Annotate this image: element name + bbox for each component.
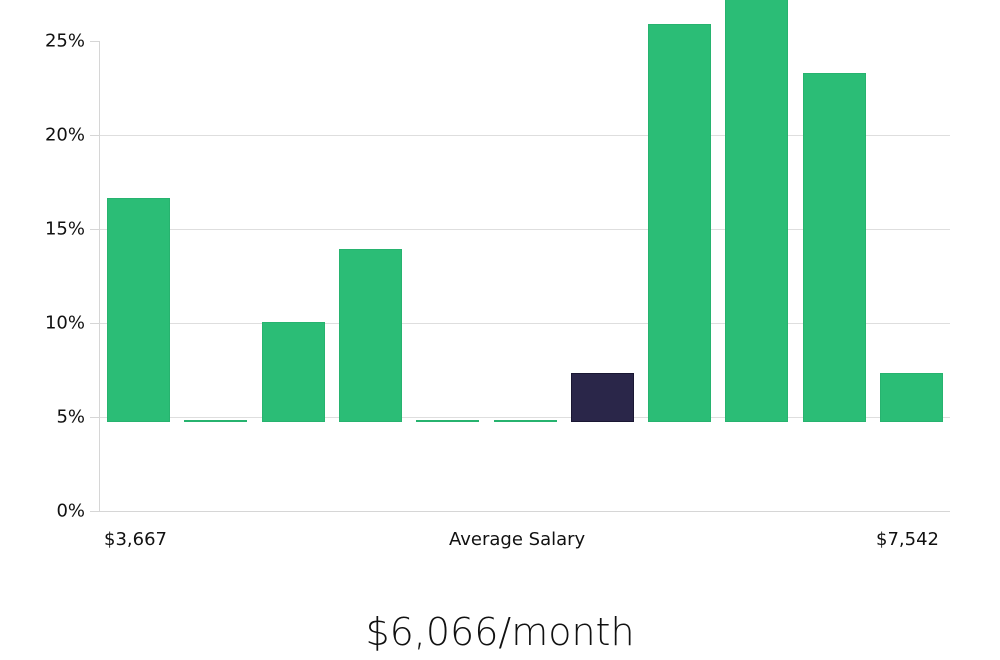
gridline-10	[100, 323, 950, 324]
bar	[416, 420, 480, 422]
gridline-5	[100, 417, 950, 418]
bar	[261, 322, 325, 422]
bar-highlighted	[570, 373, 634, 422]
bar	[648, 24, 712, 422]
y-tick-mark	[90, 323, 100, 324]
bar	[880, 373, 943, 422]
y-tick-mark	[90, 229, 100, 230]
bar	[338, 248, 402, 422]
gridline-15	[100, 229, 950, 230]
bar	[107, 197, 170, 422]
x-axis-line	[99, 511, 950, 512]
y-tick-label-0: 0%	[56, 500, 85, 522]
y-tick-mark	[90, 511, 100, 512]
gridline-20	[100, 135, 950, 136]
bar	[184, 420, 248, 422]
x-axis-title: Average Salary	[449, 529, 586, 550]
salary-distribution-chart: 25% 20% 15% 10% 5% 0% $3,667 Average Sal…	[44, 0, 950, 550]
y-tick-label-10: 10%	[44, 312, 85, 334]
x-min-label: $3,667	[104, 529, 167, 550]
y-tick-label-15: 15%	[44, 218, 85, 240]
x-max-label: $7,542	[876, 529, 939, 550]
y-tick-mark	[90, 417, 100, 418]
y-axis-line	[99, 41, 100, 512]
bar	[802, 73, 866, 422]
y-tick-label-25: 25%	[44, 30, 85, 52]
y-tick-mark	[90, 135, 100, 136]
y-tick-label-20: 20%	[44, 124, 85, 146]
bar	[493, 420, 557, 422]
y-tick-label-5: 5%	[56, 406, 85, 428]
bar	[725, 0, 789, 422]
y-tick-mark	[90, 41, 100, 42]
average-salary-summary: $6,066/month	[365, 610, 635, 654]
